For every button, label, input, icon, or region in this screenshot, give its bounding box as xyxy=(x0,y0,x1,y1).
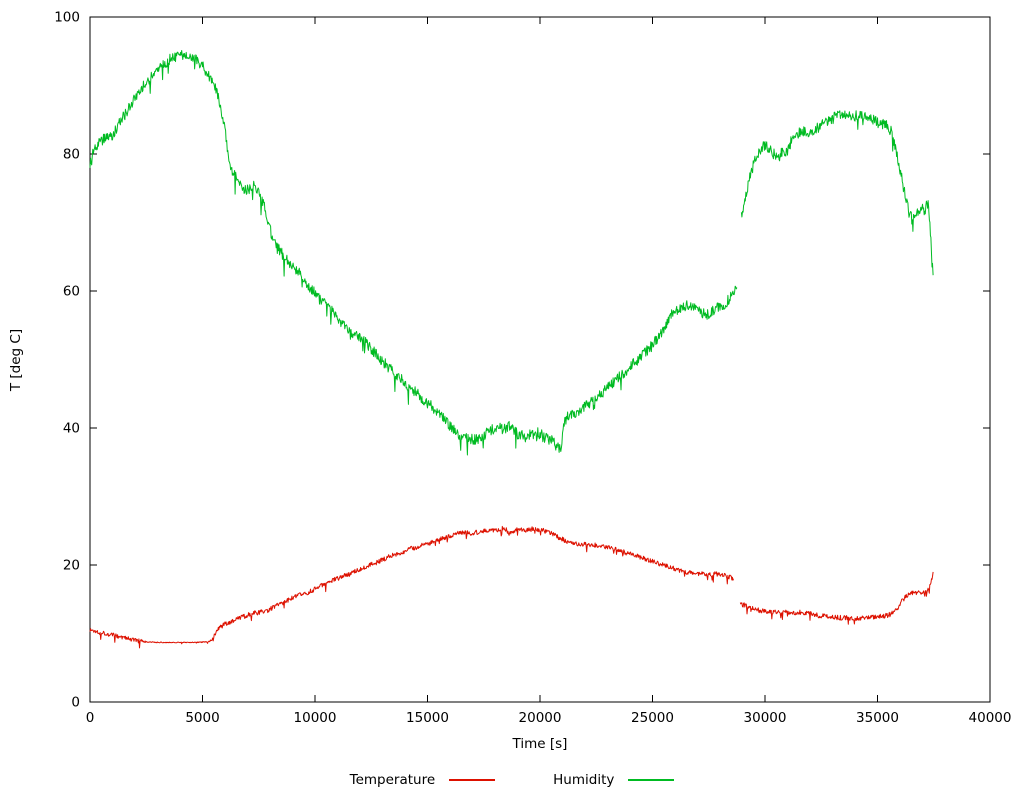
y-axis-title: T [deg C] xyxy=(8,328,24,392)
legend-line-humidity-icon xyxy=(628,779,675,781)
y-tick-label: 0 xyxy=(71,695,80,711)
x-tick-label: 25000 xyxy=(631,710,674,726)
series-line-temperature xyxy=(739,571,934,625)
legend-line-temperature-icon xyxy=(449,779,496,781)
y-tick-label: 100 xyxy=(54,10,80,26)
y-tick-label: 20 xyxy=(63,558,80,574)
legend-item-humidity: Humidity xyxy=(553,772,675,788)
legend-label-humidity: Humidity xyxy=(553,772,615,788)
x-tick-label: 5000 xyxy=(185,710,219,726)
legend: Temperature Humidity xyxy=(0,772,1024,788)
y-tick-label: 40 xyxy=(63,421,80,437)
x-axis-title: Time [s] xyxy=(512,736,568,752)
x-tick-label: 15000 xyxy=(406,710,449,726)
x-tick-label: 30000 xyxy=(744,710,787,726)
y-tick-label: 80 xyxy=(63,147,80,163)
series-line-humidity xyxy=(89,50,738,456)
legend-item-temperature: Temperature xyxy=(350,772,496,788)
x-tick-label: 40000 xyxy=(969,710,1012,726)
legend-label-temperature: Temperature xyxy=(349,772,436,788)
series-line-temperature xyxy=(89,525,734,649)
x-tick-label: 10000 xyxy=(294,710,337,726)
x-tick-label: 0 xyxy=(86,710,95,726)
x-tick-label: 20000 xyxy=(519,710,562,726)
series-line-humidity xyxy=(740,110,934,276)
y-tick-label: 60 xyxy=(63,284,80,300)
x-tick-label: 35000 xyxy=(856,710,899,726)
